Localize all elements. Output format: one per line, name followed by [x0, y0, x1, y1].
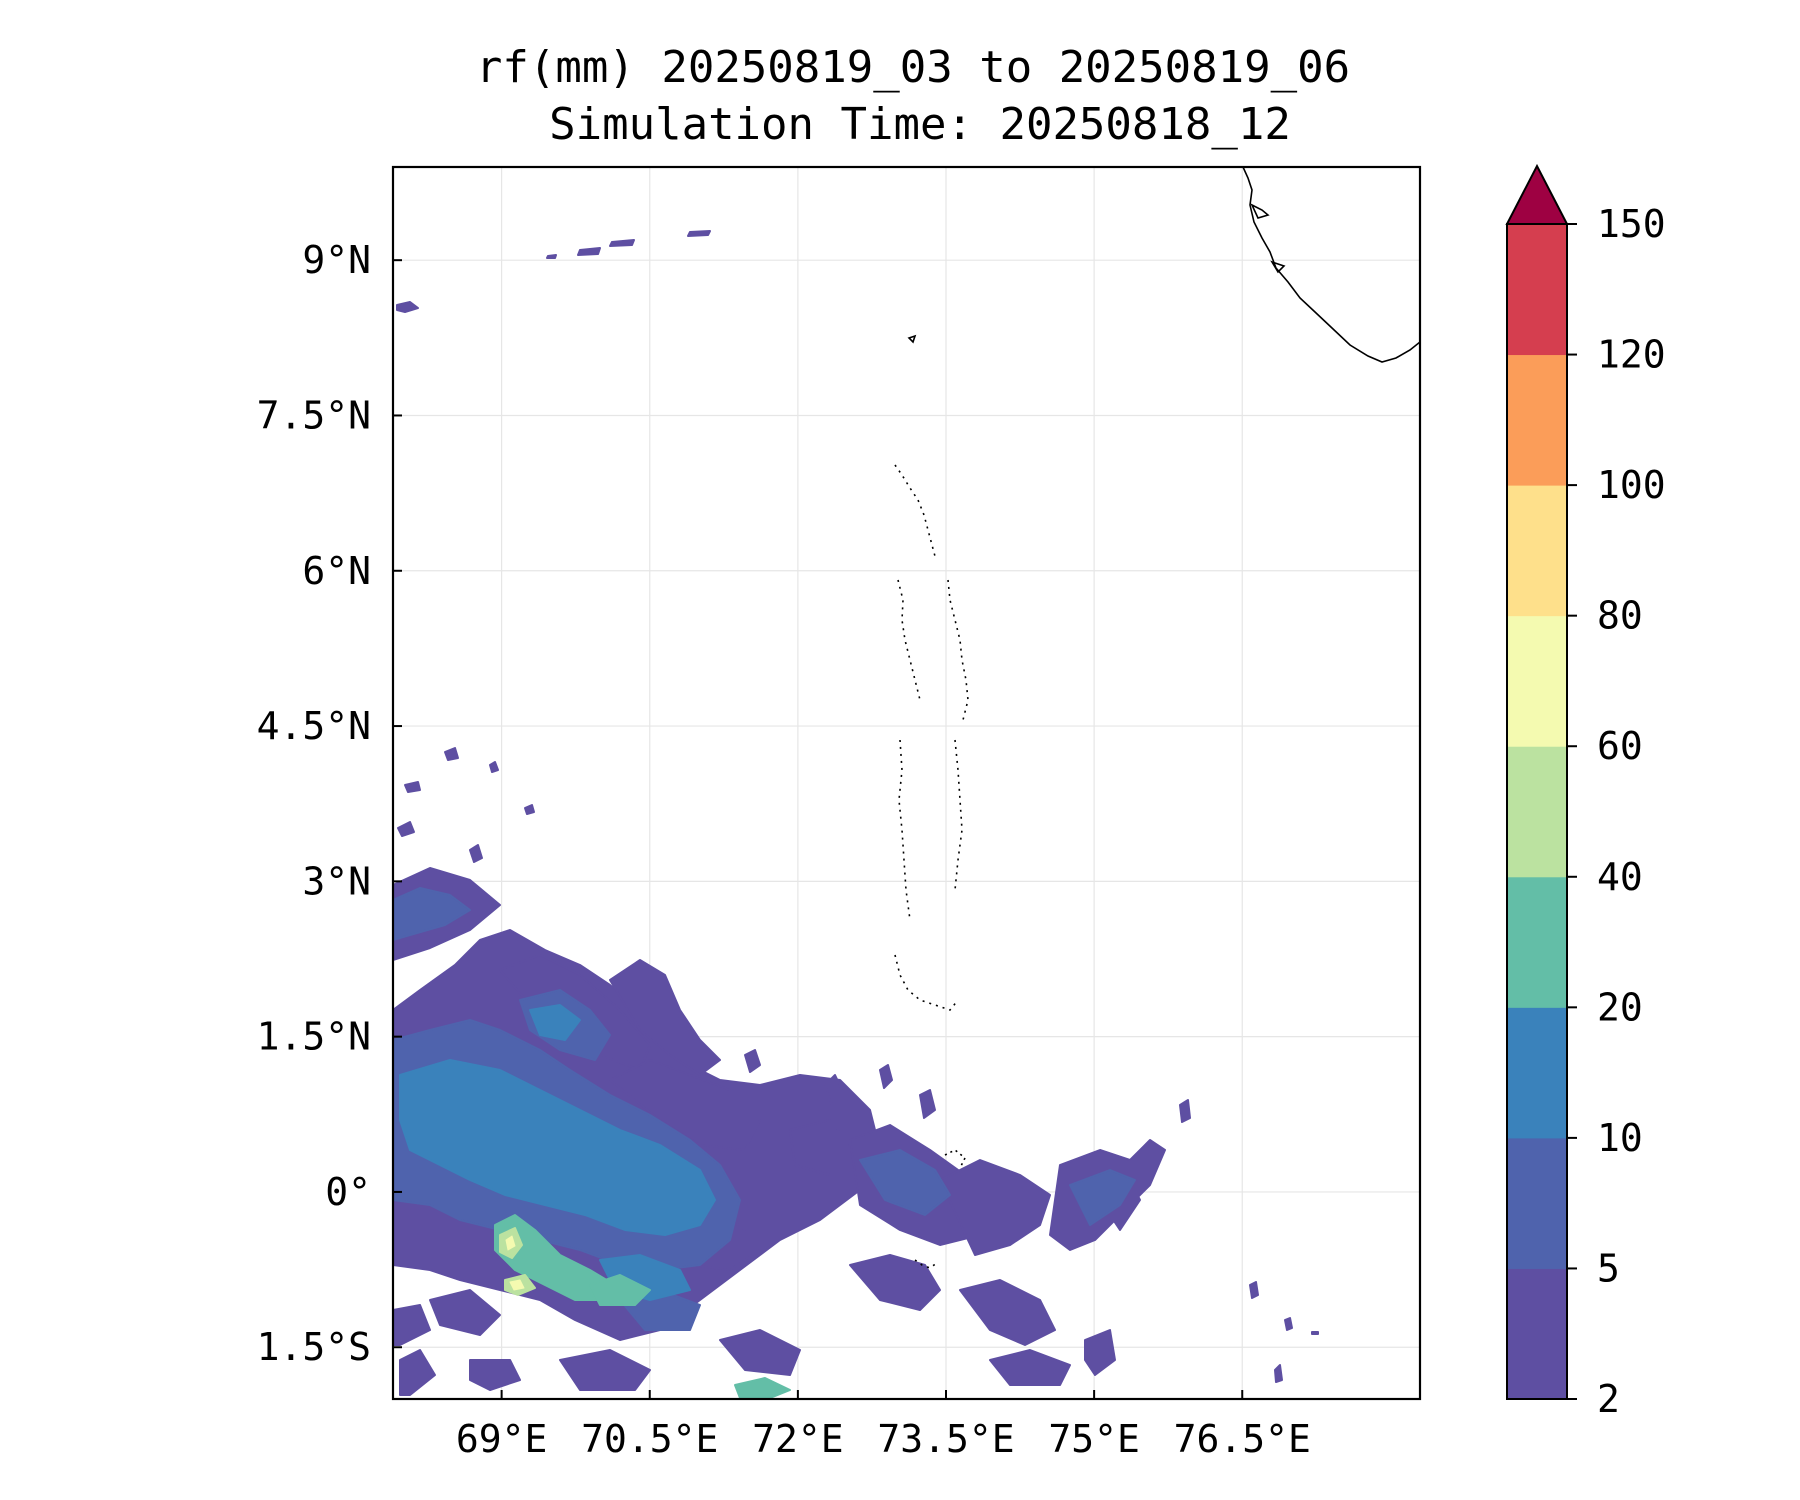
india-sri-lanka-coastline — [1242, 167, 1420, 363]
rainfall-contours — [393, 230, 1319, 1399]
colorbar: 2 5 10 20 40 60 80 100 120 150 — [1505, 163, 1666, 1421]
colorbar-tick-label: 100 — [1597, 463, 1666, 507]
coast-detail-2 — [1270, 260, 1286, 274]
colorbar-tick-label: 80 — [1597, 594, 1643, 638]
figure-title: rf(mm) 20250819_03 to 20250819_06 — [476, 42, 1350, 93]
lat-tick-label: 1.5°S — [257, 1325, 371, 1369]
island-chain-equator — [914, 1259, 939, 1269]
island-chain-south — [894, 954, 959, 1011]
colorbar-band — [1507, 615, 1567, 747]
latitude-axis: 9°N 7.5°N 6°N 4.5°N 3°N 1.5°N 0° 1.5°S — [257, 238, 402, 1369]
colorbar-tick-label: 120 — [1597, 333, 1666, 377]
colorbar-tick-label: 5 — [1597, 1246, 1620, 1290]
lon-tick-label: 69°E — [456, 1417, 548, 1461]
lat-tick-label: 9°N — [302, 238, 371, 282]
lon-tick-label: 72°E — [752, 1417, 844, 1461]
lon-tick-label: 73.5°E — [877, 1417, 1014, 1461]
colorbar-band — [1507, 746, 1567, 878]
lat-tick-label: 4.5°N — [257, 704, 371, 748]
lon-tick-label: 75°E — [1048, 1417, 1140, 1461]
longitude-axis: 69°E 70.5°E 72°E 73.5°E 75°E 76.5°E — [456, 1390, 1311, 1461]
coast-detail-1 — [1250, 203, 1270, 219]
colorbar-extend-arrow — [1505, 163, 1569, 225]
rain-band-20-40 — [494, 1214, 791, 1399]
colorbar-tick-label: 60 — [1597, 724, 1643, 768]
colorbar-tick-label: 20 — [1597, 985, 1643, 1029]
coast-detail-3 — [907, 334, 917, 344]
map-plot-area: 69°E 70.5°E 72°E 73.5°E 75°E 76.5°E 9°N 7.5°N 6… — [257, 165, 1422, 1461]
coastline — [894, 167, 1420, 1269]
lat-tick-label: 1.5°N — [257, 1015, 371, 1059]
island-chain-north — [894, 464, 937, 561]
colorbar-tick-label: 10 — [1597, 1116, 1643, 1160]
colorbar-band — [1507, 1137, 1567, 1269]
lat-tick-label: 6°N — [302, 549, 371, 593]
colorbar-band — [1507, 1268, 1567, 1400]
lat-tick-label: 3°N — [302, 859, 371, 903]
rain-scattered-cells — [396, 230, 1319, 1383]
figure-subtitle: Simulation Time: 20250818_12 — [549, 99, 1291, 150]
colorbar-tick-label: 40 — [1597, 855, 1643, 899]
colorbar-tick-label: 2 — [1597, 1377, 1620, 1421]
colorbar-band — [1507, 1007, 1567, 1139]
colorbar-bands — [1507, 224, 1567, 1400]
colorbar-band — [1507, 876, 1567, 1008]
lon-tick-label: 76.5°E — [1174, 1417, 1311, 1461]
colorbar-ticks: 2 5 10 20 40 60 80 100 120 150 — [1567, 202, 1666, 1421]
rain-band-60-80 — [505, 1235, 525, 1291]
map-frame — [391, 165, 1422, 1401]
colorbar-band — [1507, 354, 1567, 486]
lat-tick-label: 0° — [325, 1170, 371, 1214]
colorbar-frame — [1506, 223, 1568, 1400]
colorbar-band — [1507, 485, 1567, 617]
gridlines — [393, 167, 1420, 1399]
lat-tick-label: 7.5°N — [257, 393, 371, 437]
colorbar-tick-label: 150 — [1597, 202, 1666, 246]
lon-tick-label: 70.5°E — [581, 1417, 718, 1461]
colorbar-band — [1507, 224, 1567, 356]
island-chain-atoll-b — [947, 579, 969, 721]
